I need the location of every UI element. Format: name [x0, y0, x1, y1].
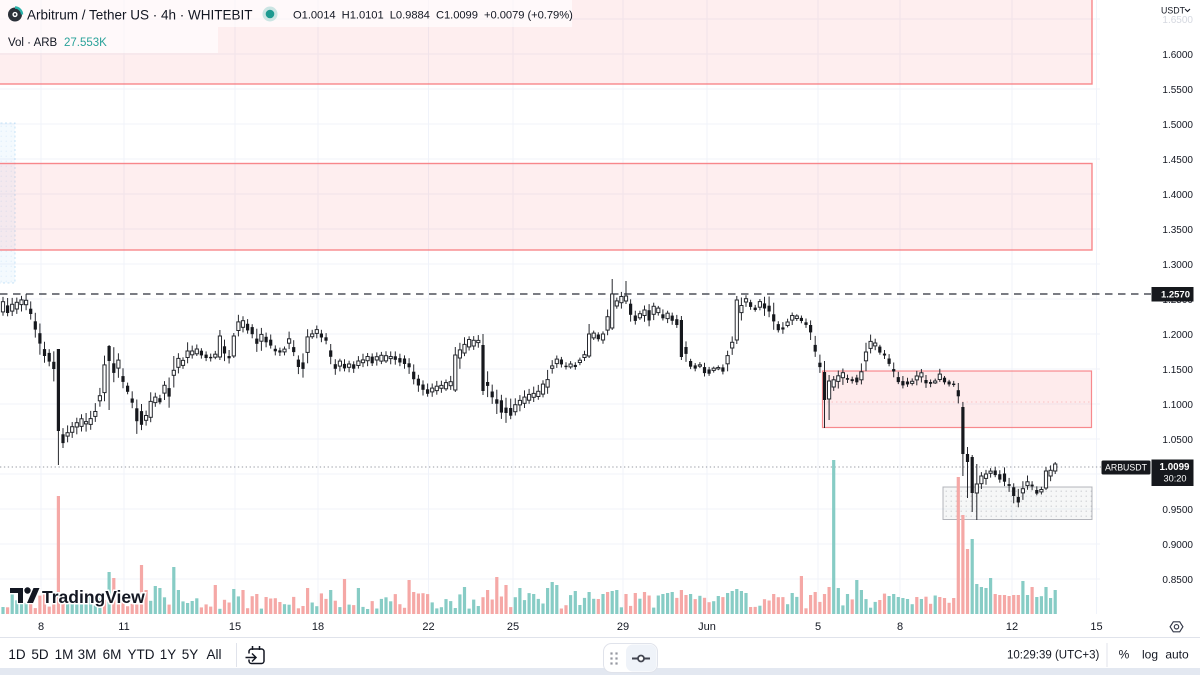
svg-text:Jun: Jun: [698, 621, 716, 633]
svg-text:0.9500: 0.9500: [1162, 505, 1193, 516]
svg-text:YTD: YTD: [128, 647, 155, 662]
svg-text:1.3500: 1.3500: [1162, 225, 1193, 236]
svg-text:1Y: 1Y: [160, 647, 177, 662]
svg-text:15: 15: [229, 621, 241, 633]
svg-text:%: %: [1119, 648, 1130, 662]
svg-text:5D: 5D: [31, 647, 49, 662]
svg-text:TradingView: TradingView: [42, 587, 145, 607]
svg-text:1D: 1D: [8, 647, 26, 662]
svg-text:Vol · ARB: Vol · ARB: [8, 37, 58, 49]
svg-text:1M: 1M: [55, 647, 74, 662]
svg-text:1.6500: 1.6500: [1162, 15, 1193, 26]
svg-text:All: All: [206, 647, 221, 662]
svg-text:1.6000: 1.6000: [1162, 50, 1193, 61]
svg-text:Arbitrum / Tether US · 4h · WH: Arbitrum / Tether US · 4h · WHITEBIT: [27, 8, 253, 23]
svg-text:15: 15: [1090, 621, 1102, 633]
svg-text:1.5500: 1.5500: [1162, 85, 1193, 96]
svg-text:1.0500: 1.0500: [1162, 435, 1193, 446]
svg-text:1.2570: 1.2570: [1161, 290, 1190, 301]
svg-text:O1.0014 H1.0101 L0.9884 C1.: O1.0014 H1.0101 L0.9884 C1.0099 +0.0079 …: [293, 10, 573, 22]
svg-text:log: log: [1142, 648, 1158, 662]
svg-text:6M: 6M: [103, 647, 122, 662]
svg-text:8: 8: [38, 621, 44, 633]
svg-text:USDT: USDT: [1161, 6, 1186, 16]
svg-text:5: 5: [815, 621, 821, 633]
svg-text:11: 11: [118, 621, 129, 633]
svg-text:30:20: 30:20: [1164, 474, 1187, 484]
svg-text:18: 18: [312, 621, 324, 633]
svg-text:10:29:39 (UTC+3): 10:29:39 (UTC+3): [1007, 650, 1100, 662]
svg-text:1.0099: 1.0099: [1160, 462, 1191, 473]
svg-text:1.3000: 1.3000: [1162, 260, 1193, 271]
svg-text:3M: 3M: [78, 647, 97, 662]
svg-text:1.2000: 1.2000: [1162, 330, 1193, 341]
svg-text:ARBUSDT: ARBUSDT: [1105, 463, 1148, 473]
svg-text:0.9000: 0.9000: [1162, 540, 1193, 551]
svg-text:auto: auto: [1165, 648, 1189, 662]
svg-text:29: 29: [617, 621, 629, 633]
svg-text:5Y: 5Y: [182, 647, 199, 662]
svg-text:1.1500: 1.1500: [1162, 365, 1193, 376]
svg-text:22: 22: [422, 621, 434, 633]
svg-text:1.4500: 1.4500: [1162, 155, 1193, 166]
svg-text:1.4000: 1.4000: [1162, 190, 1193, 201]
svg-text:0.8500: 0.8500: [1162, 575, 1193, 586]
svg-text:12: 12: [1006, 621, 1018, 633]
svg-text:8: 8: [897, 621, 903, 633]
svg-text:25: 25: [507, 621, 519, 633]
svg-text:1.1000: 1.1000: [1162, 400, 1193, 411]
svg-text:27.553K: 27.553K: [64, 37, 107, 49]
svg-text:1.5000: 1.5000: [1162, 120, 1193, 131]
